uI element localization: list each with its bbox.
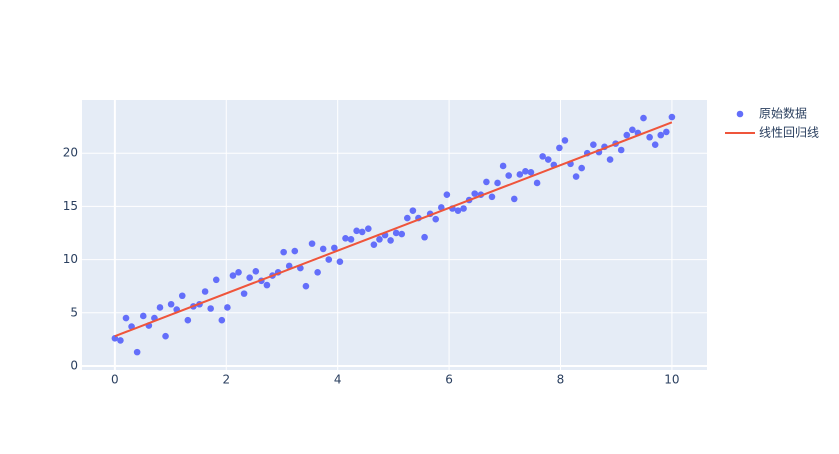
data-point	[432, 215, 440, 223]
data-point	[184, 316, 192, 324]
data-point	[167, 300, 175, 308]
legend-marker	[736, 110, 744, 118]
data-point	[544, 156, 552, 163]
data-point	[483, 178, 490, 186]
data-point	[342, 234, 349, 242]
data-point	[280, 248, 287, 256]
data-point	[133, 348, 141, 356]
data-point	[539, 153, 546, 160]
data-point	[314, 269, 321, 276]
data-point	[522, 167, 529, 175]
data-point	[527, 169, 535, 176]
data-point	[229, 272, 237, 279]
data-point	[516, 171, 524, 178]
data-point	[302, 282, 310, 290]
data-point	[156, 304, 164, 311]
x-tick-label: 2	[222, 373, 230, 387]
data-point	[392, 229, 400, 237]
data-point	[488, 193, 496, 201]
data-point	[404, 214, 411, 222]
data-point	[533, 179, 541, 187]
data-point	[617, 146, 625, 154]
data-point	[646, 133, 653, 141]
data-point	[235, 269, 242, 276]
data-point	[218, 316, 226, 324]
data-point	[308, 240, 316, 247]
data-point	[668, 113, 676, 121]
data-point	[207, 305, 214, 312]
data-point	[460, 205, 467, 212]
x-tick-label: 0	[111, 373, 119, 387]
data-point	[409, 207, 417, 214]
y-tick-label: 0	[70, 358, 78, 372]
data-point	[376, 236, 383, 243]
data-point	[336, 258, 344, 266]
data-point	[561, 137, 569, 144]
data-point	[443, 191, 451, 198]
data-point	[651, 141, 659, 148]
data-point	[663, 128, 670, 136]
x-tick-label: 4	[334, 373, 342, 387]
data-point	[454, 207, 462, 214]
data-point	[398, 230, 406, 238]
data-point	[246, 274, 253, 281]
data-point	[240, 290, 248, 297]
data-point	[510, 195, 518, 203]
data-point	[370, 241, 378, 248]
data-point	[122, 314, 130, 322]
data-point	[319, 245, 327, 253]
data-point	[505, 172, 512, 179]
legend-label: 线性回归线	[759, 126, 819, 140]
y-tick-label: 10	[63, 252, 78, 266]
data-point	[499, 162, 507, 170]
data-point	[421, 233, 428, 241]
data-point	[263, 281, 271, 289]
data-point	[629, 126, 636, 134]
data-point	[358, 228, 366, 236]
data-point	[139, 312, 147, 320]
x-tick-label: 8	[557, 373, 565, 387]
data-point	[224, 304, 231, 311]
x-tick-label: 6	[445, 373, 453, 387]
data-point	[657, 131, 665, 139]
data-point	[640, 114, 647, 122]
data-point	[291, 247, 299, 255]
data-point	[590, 141, 597, 148]
legend-label: 原始数据	[759, 106, 807, 121]
data-point	[212, 276, 220, 284]
data-point	[437, 204, 445, 211]
data-point	[325, 256, 333, 263]
data-point	[387, 237, 394, 244]
data-point	[471, 190, 479, 197]
y-tick-label: 20	[63, 146, 78, 160]
data-point	[111, 334, 119, 342]
data-point	[178, 292, 186, 300]
x-tick-label: 10	[664, 373, 679, 387]
data-point	[201, 288, 209, 295]
data-point	[572, 173, 580, 180]
data-point	[347, 236, 355, 243]
data-point	[252, 267, 260, 275]
data-point	[494, 179, 501, 187]
data-point	[623, 131, 631, 139]
data-point	[117, 337, 124, 344]
regression-line	[114, 121, 673, 338]
data-point	[556, 144, 563, 152]
data-point	[331, 244, 338, 252]
data-point	[365, 225, 372, 233]
y-tick-label: 5	[70, 305, 78, 319]
data-point	[606, 156, 614, 163]
data-point	[162, 332, 169, 340]
data-point	[578, 164, 585, 172]
y-tick-label: 15	[63, 199, 78, 213]
data-point	[353, 227, 360, 235]
